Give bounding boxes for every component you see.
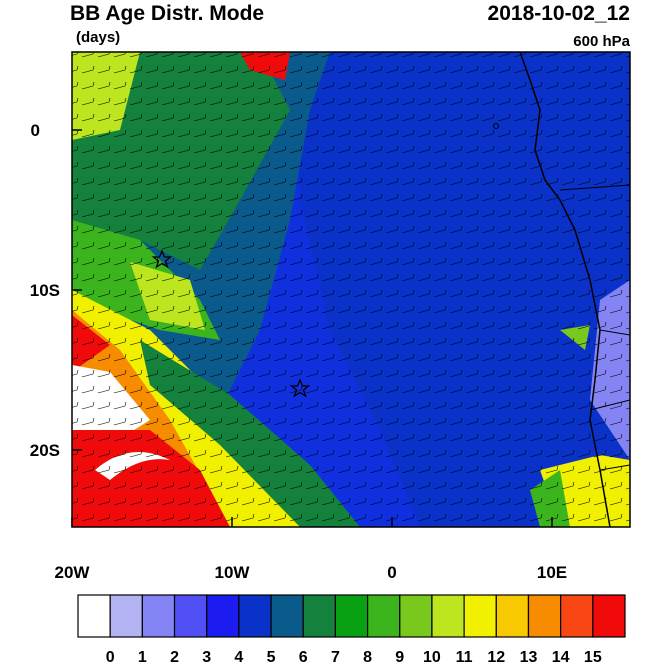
colorbar-label: 8 bbox=[363, 649, 372, 666]
colorbar-label: 3 bbox=[202, 649, 211, 666]
colorbar-swatch bbox=[270, 594, 304, 638]
y-tick-label: 20S bbox=[30, 441, 60, 460]
colorbar-label: 5 bbox=[267, 649, 276, 666]
datetime: 2018-10-02_12 bbox=[488, 2, 630, 25]
x-tick-label: 0 bbox=[387, 563, 396, 582]
title: BB Age Distr. Mode bbox=[70, 2, 264, 25]
x-tick-label: 10W bbox=[215, 563, 251, 582]
colorbar-label: 7 bbox=[331, 649, 340, 666]
colorbar-label: 4 bbox=[234, 649, 243, 666]
colorbar-label: 1 bbox=[138, 649, 147, 666]
colorbar-swatch bbox=[366, 594, 401, 638]
colorbar-swatch bbox=[592, 594, 626, 638]
colorbar-swatch bbox=[527, 594, 562, 638]
colorbar-label: 15 bbox=[584, 649, 602, 666]
colorbar-swatch bbox=[399, 594, 433, 638]
x-tick-label: 10E bbox=[537, 563, 567, 582]
y-tick-label: 0 bbox=[31, 121, 40, 140]
colorbar-swatch bbox=[560, 594, 594, 638]
units: (days) bbox=[76, 29, 120, 46]
colorbar-swatch bbox=[77, 594, 111, 638]
colorbar-label: 10 bbox=[423, 649, 441, 666]
colorbar-swatch bbox=[495, 594, 530, 638]
map-ticks bbox=[71, 129, 553, 527]
level: 600 hPa bbox=[573, 33, 630, 50]
colorbar-swatch bbox=[141, 594, 176, 638]
colorbar-label: 13 bbox=[520, 649, 538, 666]
colorbar-swatch bbox=[173, 594, 208, 638]
colorbar-swatch bbox=[431, 594, 465, 638]
colorbar-swatch bbox=[302, 594, 337, 638]
colorbar-swatch bbox=[109, 594, 143, 638]
colorbar: 0 1 2 3 4 5 6 7 8 9 10 11 12 13 14 15 bbox=[77, 594, 626, 666]
colorbar-swatch bbox=[206, 594, 240, 638]
y-tick-label: 10S bbox=[30, 281, 60, 300]
colorbar-swatch bbox=[334, 594, 369, 638]
x-tick-label: 20W bbox=[55, 563, 91, 582]
colorbar-label: 2 bbox=[170, 649, 179, 666]
map-field bbox=[72, 52, 630, 527]
colorbar-label: 9 bbox=[395, 649, 404, 666]
colorbar-label: 12 bbox=[487, 649, 505, 666]
colorbar-label: 6 bbox=[299, 649, 308, 666]
colorbar-swatch bbox=[238, 594, 272, 638]
colorbar-label: 11 bbox=[456, 649, 473, 666]
colorbar-swatch bbox=[463, 594, 497, 638]
colorbar-label: 0 bbox=[106, 649, 115, 666]
colorbar-label: 14 bbox=[552, 649, 570, 666]
